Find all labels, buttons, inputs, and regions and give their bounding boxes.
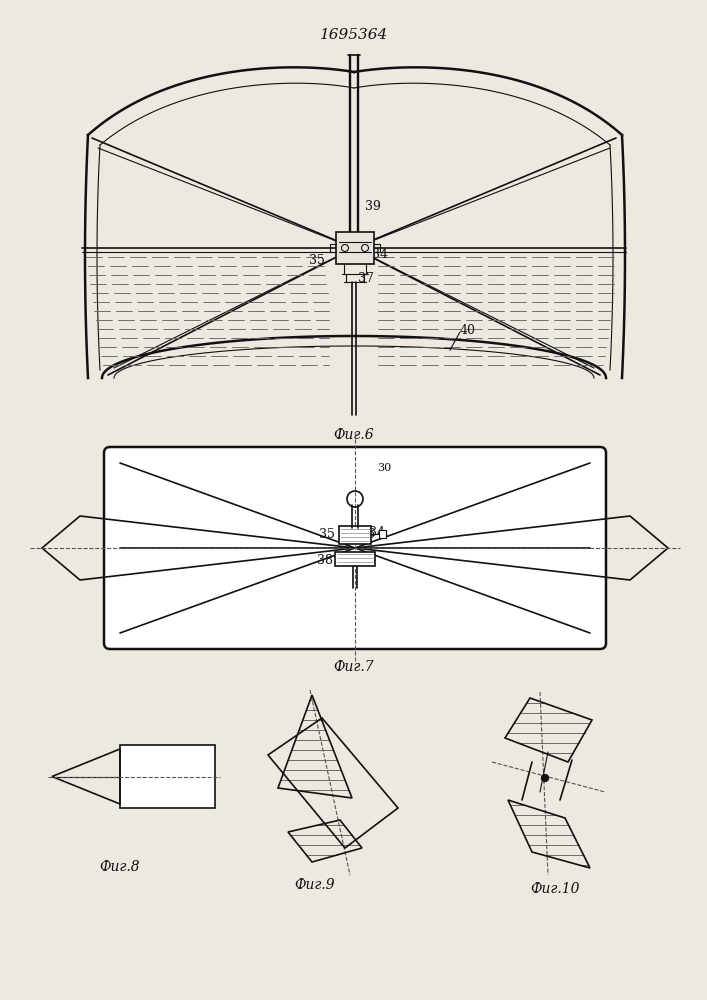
Bar <box>339 526 371 544</box>
FancyBboxPatch shape <box>104 447 606 649</box>
Text: Фиг.7: Фиг.7 <box>334 660 374 674</box>
Circle shape <box>542 774 549 782</box>
Text: Фиг.8: Фиг.8 <box>100 860 140 874</box>
Text: 30: 30 <box>377 463 391 473</box>
Text: 34: 34 <box>372 248 388 261</box>
Text: 1695364: 1695364 <box>320 28 388 42</box>
Text: Фиг.9: Фиг.9 <box>295 878 335 892</box>
Text: 36: 36 <box>359 528 375 540</box>
Bar <box>335 552 375 566</box>
Text: 37: 37 <box>360 554 376 566</box>
Text: Фиг.10: Фиг.10 <box>530 882 580 896</box>
Text: Фиг.6: Фиг.6 <box>334 428 374 442</box>
Text: 35: 35 <box>319 528 335 540</box>
Text: 40: 40 <box>460 324 476 336</box>
Text: 35: 35 <box>309 253 325 266</box>
Text: 39: 39 <box>365 200 381 213</box>
Bar <box>336 232 374 264</box>
Bar <box>120 745 215 808</box>
Text: 38: 38 <box>317 554 333 566</box>
Text: 34: 34 <box>369 526 385 538</box>
Text: 37: 37 <box>358 272 374 285</box>
Bar <box>379 530 386 538</box>
